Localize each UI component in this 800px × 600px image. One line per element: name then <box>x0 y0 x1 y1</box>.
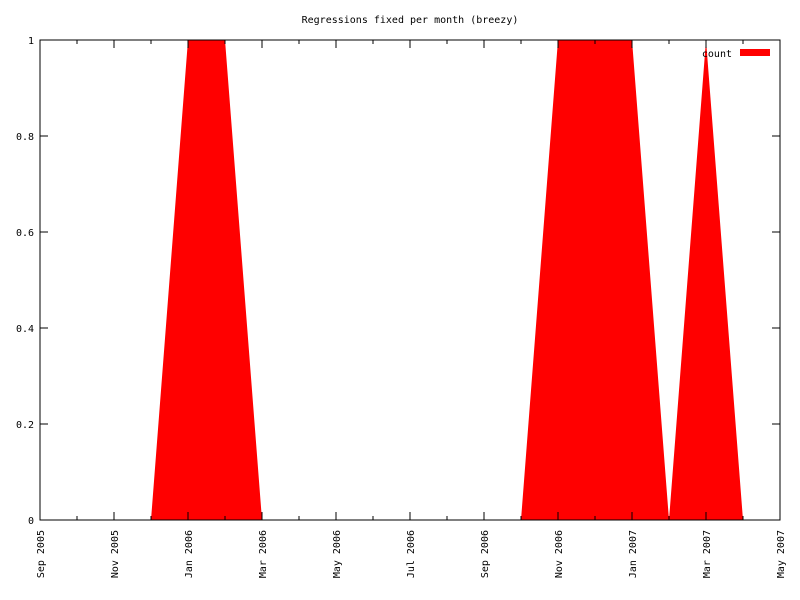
axes-layer: 0 0.2 0.4 0.6 0.8 1 Sep 2005 Nov 2005 Jan 2006 Ma… <box>16 36 787 578</box>
x-tick-label: Nov 2006 <box>554 530 565 578</box>
y-tick-label: 1 <box>28 36 34 47</box>
plot-frame <box>39 39 781 521</box>
x-tick-label: May 2006 <box>332 530 343 578</box>
x-tick-label: Sep 2005 <box>36 530 47 578</box>
x-tick-label: Mar 2006 <box>258 530 269 578</box>
x-tick-label: Jul 2006 <box>406 530 417 578</box>
legend: count <box>702 49 770 60</box>
x-tick-label: Nov 2005 <box>110 530 121 578</box>
x-tick-label: Jan 2006 <box>184 530 195 578</box>
chart-title: Regressions fixed per month (breezy) <box>302 15 519 26</box>
series-layer <box>150 39 744 521</box>
x-tick-label: Mar 2007 <box>702 530 713 578</box>
y-tick-label: 0.8 <box>16 132 34 143</box>
y-tick-label: 0.4 <box>16 324 34 335</box>
x-tick-label: May 2007 <box>776 530 787 578</box>
x-tick-label: Sep 2006 <box>480 530 491 578</box>
y-tick-label: 0 <box>28 516 34 527</box>
legend-label: count <box>702 49 732 60</box>
x-tick-label: Jan 2007 <box>628 530 639 578</box>
legend-swatch <box>740 49 770 56</box>
y-tick-label: 0.6 <box>16 228 34 239</box>
y-tick-label: 0.2 <box>16 420 34 431</box>
series-area <box>151 40 743 520</box>
